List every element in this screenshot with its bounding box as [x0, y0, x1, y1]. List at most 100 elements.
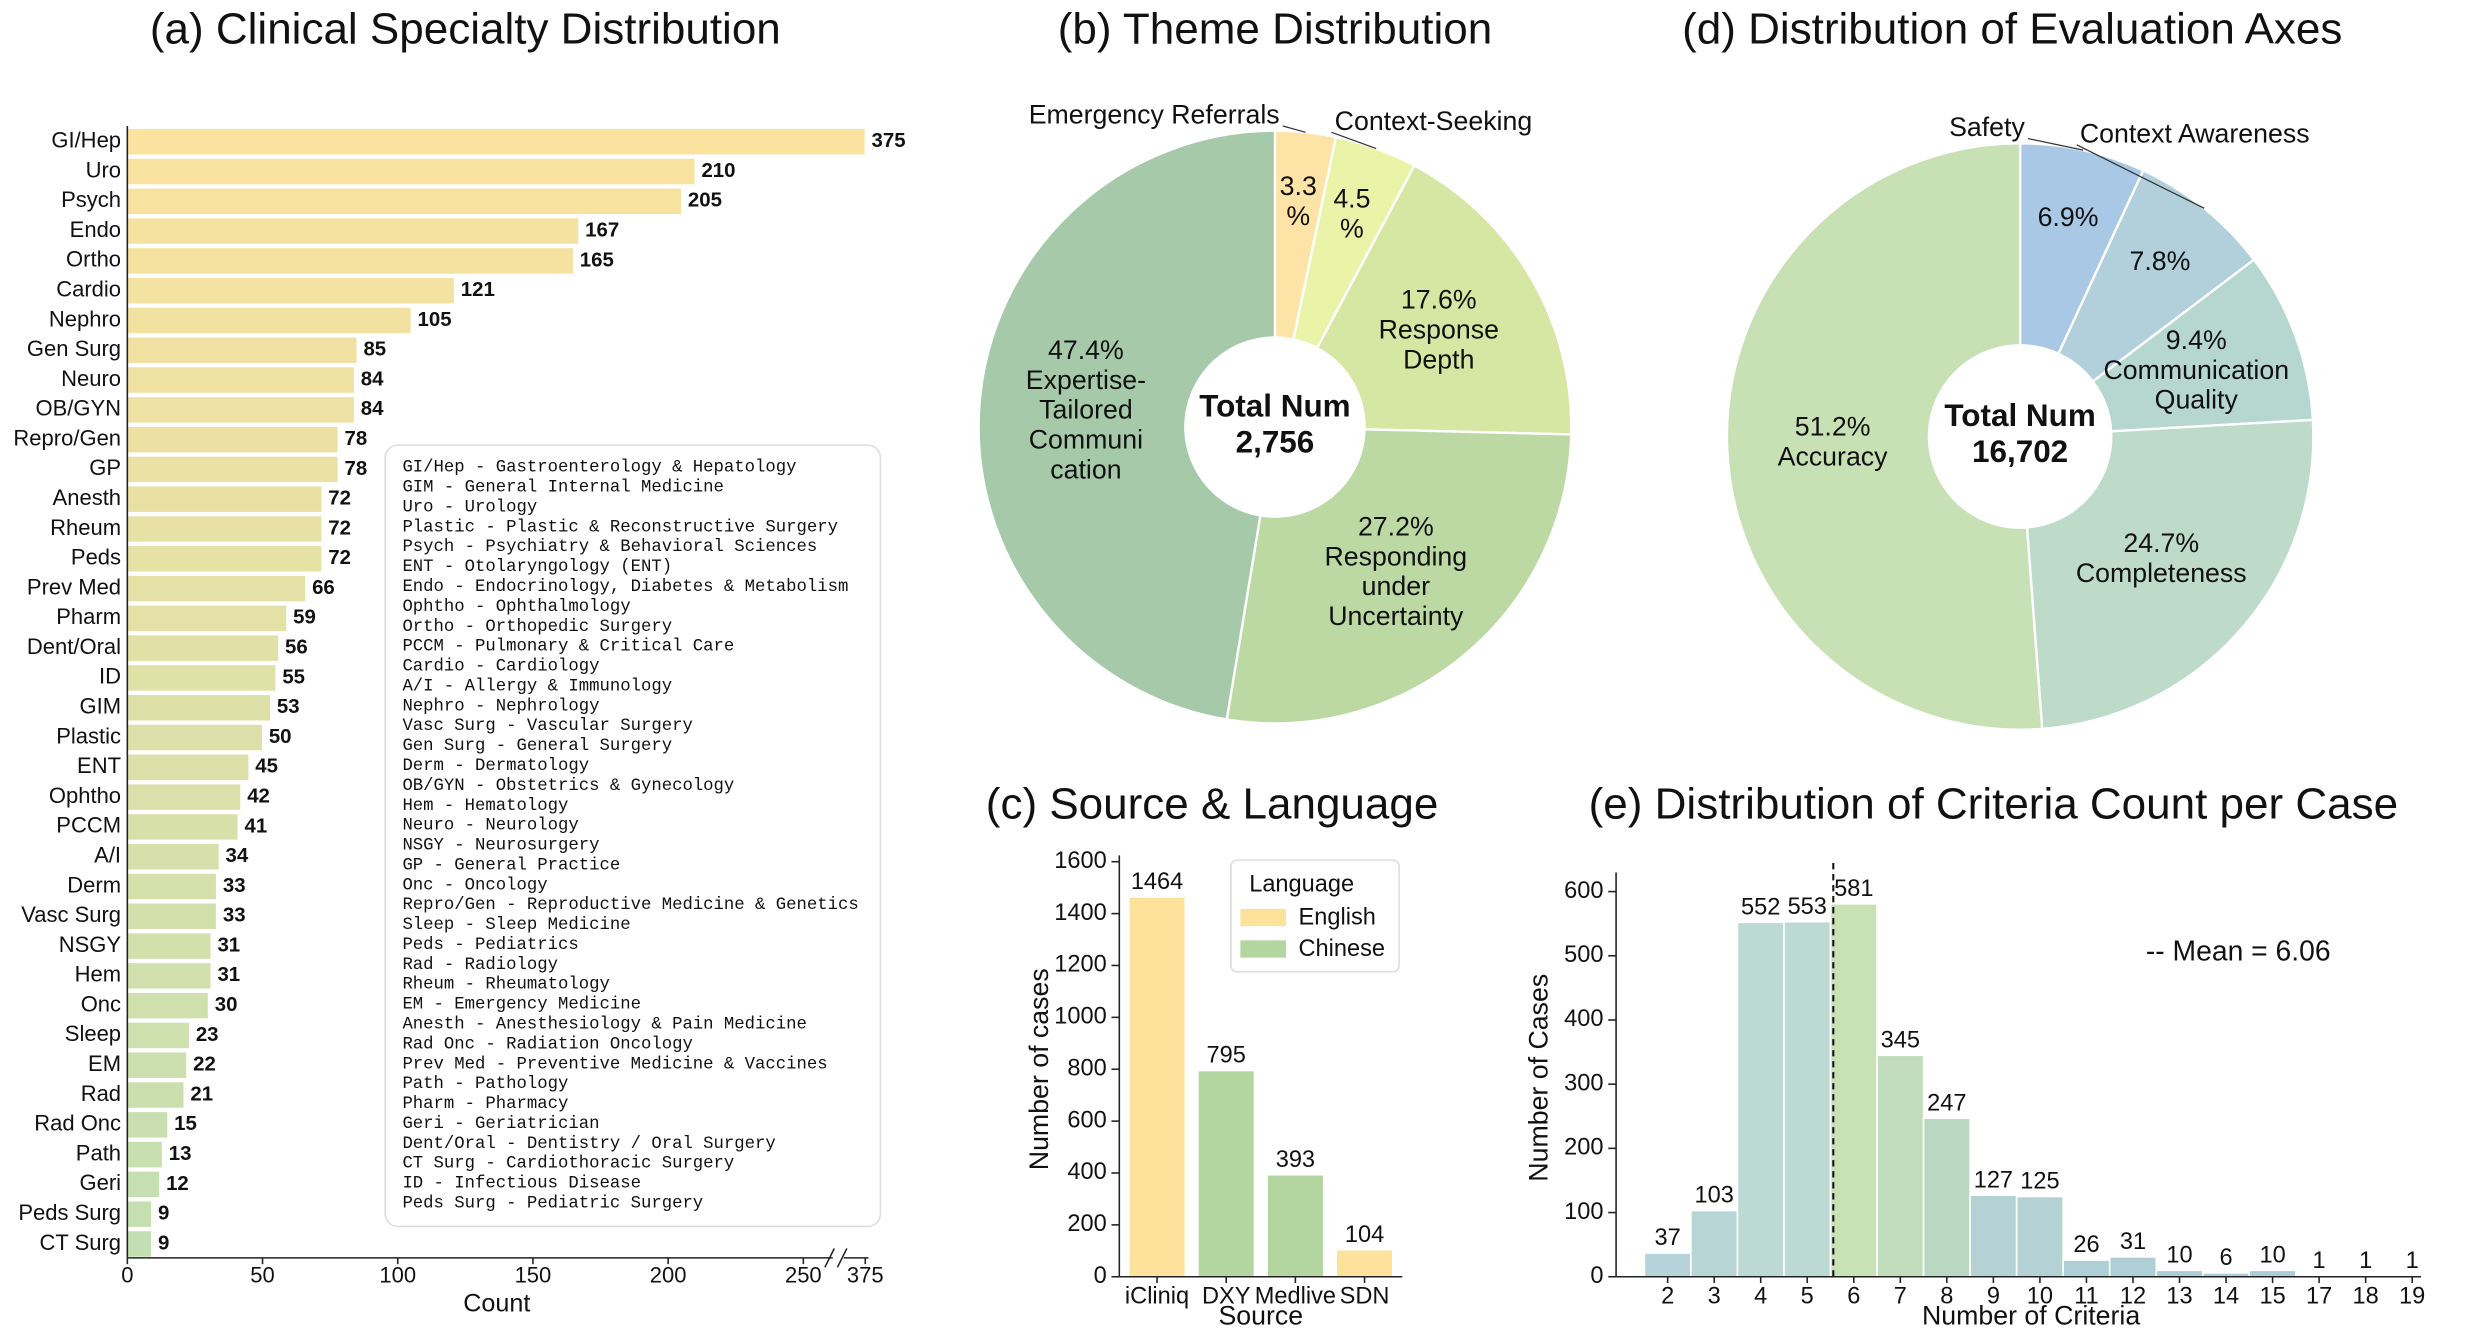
value-label: 103 — [1695, 1182, 1734, 1208]
x-tick-label: 8 — [1940, 1282, 1953, 1308]
category-label: OB/GYN — [35, 396, 121, 421]
value-label: 581 — [1834, 875, 1873, 901]
outside-label: Emergency Referrals — [1029, 100, 1280, 130]
category-label: PCCM — [56, 813, 121, 838]
value-label: 127 — [1974, 1166, 2013, 1192]
slice-label: Communi — [1029, 425, 1143, 455]
leader-line — [1282, 125, 1306, 133]
value-label: 393 — [1276, 1146, 1315, 1172]
category-label: Prev Med — [27, 574, 121, 599]
value-label: 1 — [2313, 1247, 2326, 1273]
value-label: 1464 — [1131, 868, 1183, 894]
legend-text: Nephro - Nephrology — [402, 697, 599, 716]
x-axis-label: Count — [463, 1290, 530, 1318]
slice-label: Responding — [1325, 541, 1468, 571]
legend-text: Repro/Gen - Reproductive Medicine & Gene… — [402, 896, 858, 915]
y-tick-label: 200 — [1067, 1210, 1106, 1236]
legend-text: Ortho - Orthopedic Surgery — [402, 618, 672, 637]
legend-label: Chinese — [1299, 935, 1386, 961]
bar — [126, 604, 288, 633]
category-label: Peds Surg — [18, 1200, 121, 1225]
legend-text: Derm - Dermatology — [402, 757, 589, 776]
category-label: Dent/Oral — [27, 634, 121, 659]
value-label: 167 — [585, 219, 619, 241]
value-label: 50 — [269, 726, 292, 748]
y-tick-label: 1400 — [1054, 899, 1106, 925]
y-tick-label: 200 — [1564, 1134, 1603, 1160]
x-tick-label: 18 — [2353, 1282, 2379, 1308]
value-label: 78 — [345, 428, 368, 450]
leader-line — [2027, 137, 2084, 151]
value-label: 31 — [217, 934, 240, 956]
value-label: 17.6% — [1401, 285, 1477, 315]
category-label: Derm — [67, 872, 121, 897]
bar — [126, 574, 307, 603]
bar — [1876, 1054, 1925, 1278]
value-label: 10 — [2166, 1241, 2192, 1267]
legend-text: A/I - Allergy & Immunology — [402, 677, 672, 696]
legend-title: Language — [1249, 871, 1354, 897]
value-label: 9 — [158, 1203, 169, 1225]
category-label: CT Surg — [40, 1230, 122, 1255]
x-tick-label: 4 — [1754, 1282, 1767, 1308]
bar — [126, 663, 277, 692]
x-tick-label: DXY — [1202, 1282, 1251, 1308]
bar — [2155, 1269, 2204, 1278]
x-tick-label: iCliniq — [1125, 1282, 1189, 1308]
outside-label: Context-Seeking — [1335, 106, 1533, 136]
value-label: 33 — [223, 875, 246, 897]
value-label: 4.5 — [1333, 184, 1370, 214]
y-tick-label: 400 — [1564, 1005, 1603, 1031]
legend-text: GI/Hep - Gastroenterology & Hepatology — [402, 459, 796, 478]
slice-label: under — [1362, 571, 1430, 601]
value-label: 9.4% — [2166, 325, 2227, 355]
bar — [126, 693, 272, 722]
value-label: 30 — [215, 994, 238, 1016]
slice — [1315, 163, 1573, 436]
value-label: 84 — [361, 398, 384, 420]
value-label: 56 — [285, 637, 308, 659]
bar — [1922, 1117, 1971, 1278]
value-label: 553 — [1788, 893, 1827, 919]
y-tick-label: 300 — [1564, 1069, 1603, 1095]
legend-text: Dent/Oral - Dentistry / Oral Surgery — [402, 1135, 775, 1154]
bar — [126, 634, 280, 663]
bar — [126, 395, 356, 424]
bar — [1829, 902, 1878, 1278]
category-label: Psych — [61, 187, 121, 212]
legend-text: GIM - General Internal Medicine — [402, 479, 723, 498]
legend-text: Path - Pathology — [402, 1075, 568, 1094]
legend-text: ENT - Otolaryngology (ENT) — [402, 558, 672, 577]
outside-label: Safety — [1949, 112, 2025, 142]
legend-text: Gen Surg - General Surgery — [402, 737, 672, 756]
bar — [1127, 896, 1187, 1278]
value-label: 47.4% — [1048, 335, 1124, 365]
x-tick-label: 13 — [2166, 1282, 2192, 1308]
category-label: Neuro — [61, 366, 121, 391]
slice-label: Quality — [2155, 385, 2239, 415]
legend-text: Psych - Psychiatry & Behavioral Sciences — [402, 538, 817, 557]
value-label: 552 — [1741, 893, 1780, 919]
value-label: 27.2% — [1358, 511, 1434, 541]
legend-text: Anesth - Anesthesiology & Pain Medicine — [402, 1016, 806, 1035]
bar — [1643, 1252, 1692, 1278]
y-tick-label: 400 — [1067, 1158, 1106, 1184]
legend-text: Prev Med - Preventive Medicine & Vaccine… — [402, 1055, 827, 1074]
y-axis-label: Number of Cases — [1524, 974, 1554, 1182]
value-label: 34 — [226, 845, 249, 867]
x-axis-label: Source — [1218, 1301, 1303, 1331]
bar — [126, 544, 323, 573]
bar — [126, 1110, 169, 1139]
x-tick-label: 100 — [379, 1263, 416, 1288]
x-tick-label: 7 — [1894, 1282, 1907, 1308]
donut-hole — [1185, 337, 1365, 517]
bar — [126, 872, 218, 901]
value-label: 33 — [223, 905, 246, 927]
category-label: Geri — [79, 1170, 121, 1195]
x-tick-label: 375 — [847, 1263, 884, 1288]
bar — [126, 515, 323, 543]
bar — [126, 1051, 188, 1080]
bar — [126, 1170, 161, 1199]
bar — [2062, 1259, 2111, 1278]
value-label: 45 — [255, 756, 278, 778]
